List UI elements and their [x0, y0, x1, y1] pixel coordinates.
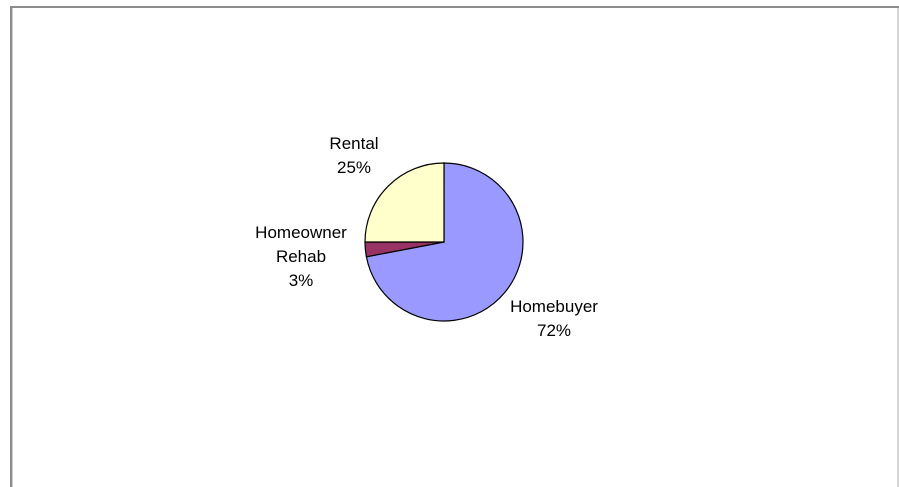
pie-slice-homebuyer — [365, 162, 524, 322]
slice-label-rental: Rental 25% — [329, 134, 378, 177]
frame-right-border — [897, 8, 899, 487]
slice-label-homeowner-rehab: Homeowner Rehab 3% — [255, 223, 347, 290]
frame-left-inner-border — [12, 8, 13, 487]
slice-label-homebuyer: Homebuyer 72% — [510, 297, 598, 340]
pie-labels: Homebuyer 72% Homeowner Rehab 3% Rental 25% — [255, 134, 598, 340]
frame-left-border — [10, 6, 12, 487]
pie-slices — [364, 162, 524, 322]
pie-slice-rental — [364, 162, 445, 243]
frame-top-border — [10, 6, 899, 8]
